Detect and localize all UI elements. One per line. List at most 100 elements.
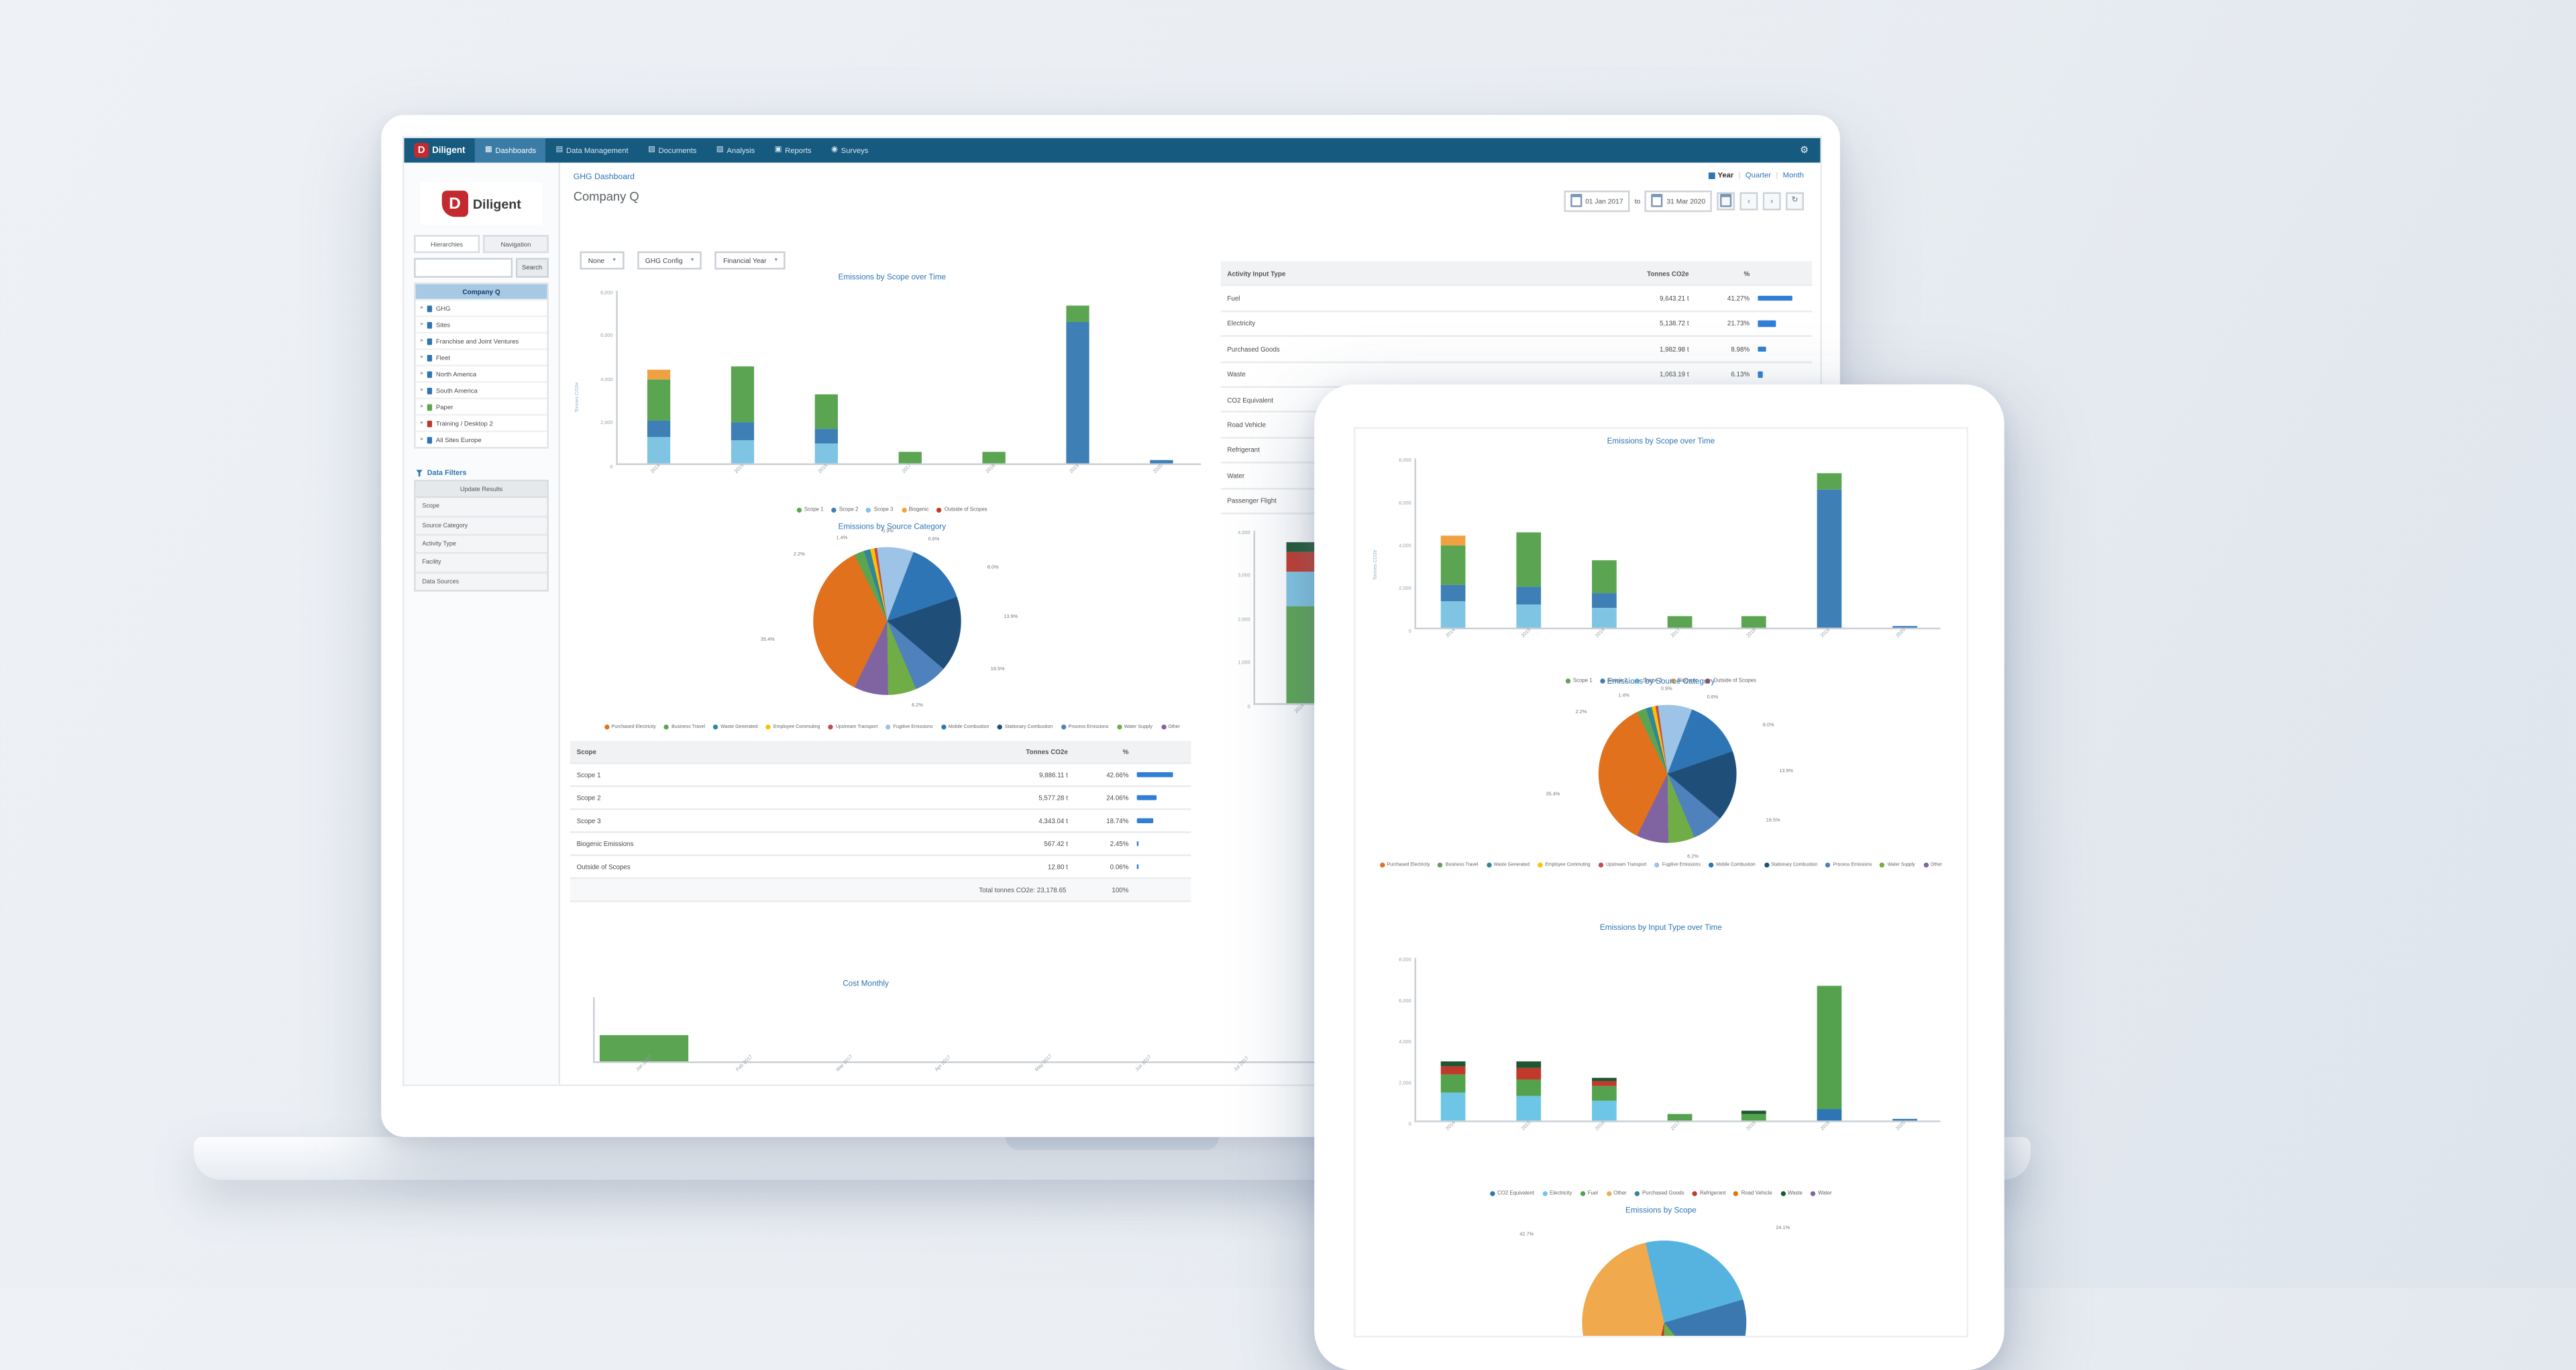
filters-panel: Update Results Scope Source Category Activ… xyxy=(414,480,549,592)
row-pct: 42.66% xyxy=(1106,770,1129,779)
bar-segment-scope-3 xyxy=(815,443,839,464)
period-quarter[interactable]: Quarter xyxy=(1745,170,1772,179)
nav-item-documents[interactable]: ▧ Documents xyxy=(638,138,706,163)
footer-pct: 100% xyxy=(1112,886,1129,894)
tree-item-paper[interactable]: ▸ Paper xyxy=(415,398,547,415)
data-filters-title: Data Filters xyxy=(427,468,467,478)
nav-item-data-management[interactable]: ▤ Data Management xyxy=(546,138,638,163)
y-tick-label: 6,000 xyxy=(1399,498,1411,506)
row-pct: 24.06% xyxy=(1106,793,1129,802)
filter-row-data-sources[interactable]: Data Sources xyxy=(415,571,547,590)
row-pct: 18.74% xyxy=(1106,816,1129,825)
node-icon xyxy=(427,421,433,427)
pie-value-label: 13.9% xyxy=(1779,767,1794,774)
bar-segment-electricity xyxy=(1591,1100,1617,1121)
bar-segment-co2-equivalent xyxy=(1817,1109,1842,1121)
date-to-input[interactable]: 31 Mar 2020 xyxy=(1645,191,1712,212)
legend-label: Fugitive Emissions xyxy=(893,723,933,730)
tree-item-south-america[interactable]: ▸ South America xyxy=(415,382,547,398)
legend-item-other: Other xyxy=(1606,1190,1627,1196)
sidebar-tab-navigation[interactable]: Navigation xyxy=(483,235,549,254)
row-name: Scope 2 xyxy=(576,793,601,802)
legend-item-process-emissions: Process Emissions xyxy=(1825,861,1872,867)
bar-segment-scope-3 xyxy=(1591,609,1617,628)
nav-item-reports[interactable]: ▣ Reports xyxy=(765,138,821,163)
tree-item-fleet[interactable]: ▸ Fleet xyxy=(415,349,547,365)
legend-item-mobile-combustion: Mobile Combustion xyxy=(941,723,989,729)
filter-row-facility[interactable]: Facility xyxy=(415,552,547,572)
period-grid-icon xyxy=(1707,171,1715,178)
tree-item-ghg[interactable]: ▸ GHG xyxy=(415,299,547,316)
filter-row-source-category[interactable]: Source Category xyxy=(415,515,547,534)
select-value: None xyxy=(588,256,605,264)
period-year[interactable]: Year xyxy=(1707,171,1733,179)
filter-row-activity-type[interactable]: Activity Type xyxy=(415,533,547,553)
gear-icon[interactable]: ⚙ xyxy=(1800,146,1809,156)
next-button[interactable]: › xyxy=(1762,192,1781,211)
pie-value-label: 2.2% xyxy=(793,550,805,558)
row-name: Scope 1 xyxy=(576,770,601,779)
legend-label: Scope 3 xyxy=(873,506,894,513)
tree-root-company[interactable]: Company Q xyxy=(415,284,547,300)
nav-item-label: Documents xyxy=(658,146,697,155)
legend-item-purchased-goods: Purchased Goods xyxy=(1635,1190,1684,1196)
legend-item-scope-2: Scope 2 xyxy=(831,506,858,513)
nav-item-surveys[interactable]: ◉ Surveys xyxy=(821,138,878,163)
tablet-screen: Emissions by Scope over Time 2014 2015 2016… xyxy=(1353,427,1968,1338)
select-ghg-config[interactable]: GHG Config ▾ xyxy=(637,251,702,269)
tree-item-label: Franchise and Joint Ventures xyxy=(435,337,519,346)
tree-items: ▸ GHG ▸ Sites ▸ Franchise and Joint Ventures ▸… xyxy=(415,299,547,447)
legend-label: Employee Commuting xyxy=(1545,861,1591,868)
tree-item-franchise-and-joint-ventures[interactable]: ▸ Franchise and Joint Ventures xyxy=(415,332,547,349)
legend-dot xyxy=(828,723,834,729)
tree-item-training-desktop-2[interactable]: ▸ Training / Desktop 2 xyxy=(415,415,547,431)
legend-label: Waste Generated xyxy=(1493,861,1530,868)
tree-item-label: Fleet xyxy=(435,354,451,362)
pie-value-label: 8.0% xyxy=(1762,721,1774,728)
tree-item-sites[interactable]: ▸ Sites xyxy=(415,316,547,332)
refresh-button[interactable]: ↻ xyxy=(1786,192,1804,211)
date-from-value: 01 Jan 2017 xyxy=(1585,197,1623,205)
bar-segment-biogenic xyxy=(647,370,672,380)
select-financial-year[interactable]: Financial Year ▾ xyxy=(714,251,786,269)
pie-value-label: 13.9% xyxy=(1004,613,1018,620)
bar-2016 xyxy=(1591,1077,1617,1121)
nav-item-dashboards[interactable]: ▦ Dashboards xyxy=(475,138,546,163)
filter-row-scope[interactable]: Scope xyxy=(422,503,440,511)
bar-segment-cost xyxy=(600,1035,689,1062)
legend-item-stationary-combustion: Stationary Combustion xyxy=(997,723,1053,729)
legend-item-fuel: Fuel xyxy=(1580,1190,1598,1196)
tree-item-label: All Sites Europe xyxy=(435,435,482,445)
y-axis-title: Tonnes CO2e xyxy=(573,382,580,413)
sidebar-tab-hierarchies[interactable]: Hierarchies xyxy=(414,235,480,254)
legend-item-upstream-transport: Upstream Transport xyxy=(1598,861,1647,867)
brand-name: Diligent xyxy=(432,145,466,156)
folder-icon: ▧ xyxy=(647,145,655,154)
caret-right-icon: ▸ xyxy=(420,353,424,360)
breadcrumb[interactable]: GHG Dashboard xyxy=(573,172,635,182)
legend-item-fugitive-emissions: Fugitive Emissions xyxy=(885,723,933,730)
bar-segment-scope-2 xyxy=(1591,593,1617,609)
search-button[interactable]: Search xyxy=(515,258,549,278)
period-month[interactable]: Month xyxy=(1782,170,1804,179)
tree-item-north-america[interactable]: ▸ North America xyxy=(415,365,547,382)
bar-segment-fuel xyxy=(1441,1075,1466,1094)
date-from-input[interactable]: 01 Jan 2017 xyxy=(1564,191,1630,212)
calendar-button[interactable] xyxy=(1717,192,1735,211)
bar-2015 xyxy=(731,366,755,464)
select-none[interactable]: None ▾ xyxy=(580,251,624,269)
legend-item-refrigerant: Refrigerant xyxy=(1692,1190,1725,1196)
bar-2019 xyxy=(1065,306,1089,464)
select-value: Financial Year xyxy=(723,256,767,264)
chart-legend: Scope 1 Scope 2 Scope 3 Biogenic Outside of … xyxy=(1368,677,1953,684)
nav-item-analysis[interactable]: ▨ Analysis xyxy=(706,138,765,163)
row-pct: 21.73% xyxy=(1727,319,1750,328)
search-input[interactable] xyxy=(414,258,513,278)
tree-item-all-sites-europe[interactable]: ▸ All Sites Europe xyxy=(415,431,547,447)
nav-item-label: Data Management xyxy=(566,146,629,155)
legend-label: Purchased Electricity xyxy=(1387,861,1430,868)
chevron-down-icon: ▾ xyxy=(774,256,777,264)
prev-button[interactable]: ‹ xyxy=(1739,192,1758,211)
bar-segment-scope-2 xyxy=(731,421,755,441)
update-results-button[interactable]: Update Results xyxy=(415,482,547,498)
